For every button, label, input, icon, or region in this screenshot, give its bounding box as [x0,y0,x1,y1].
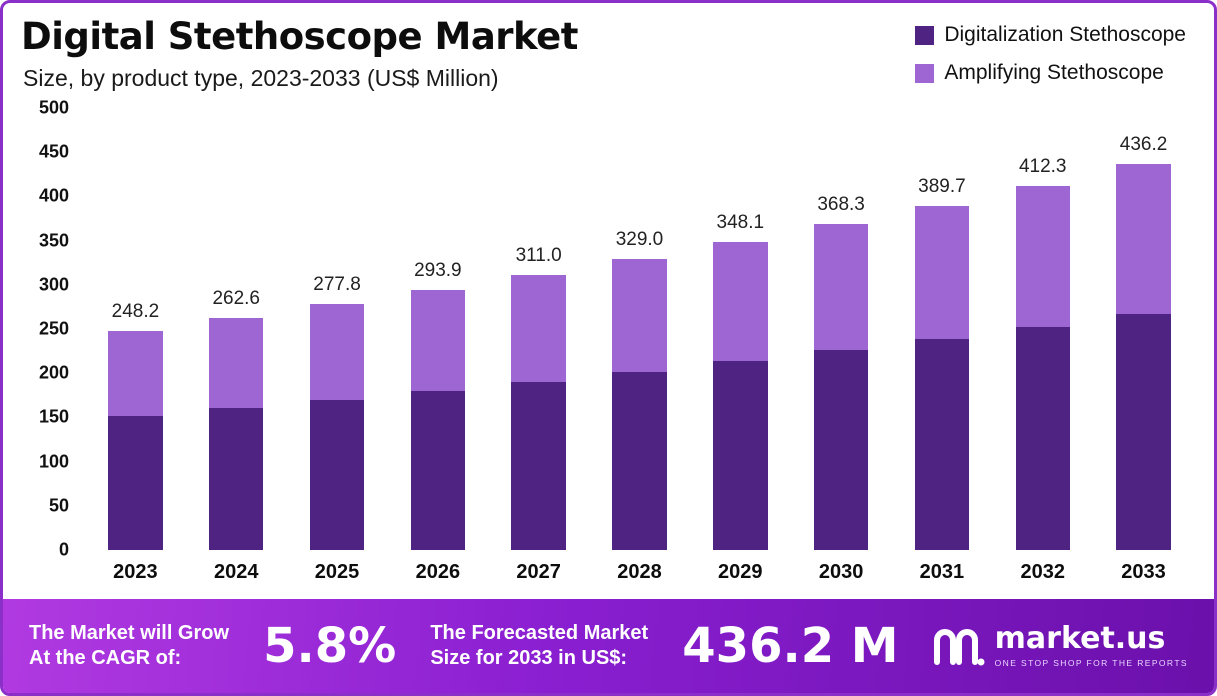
bar-total-label: 248.2 [111,300,160,322]
forecast-caption-line1: The Forecasted Market [430,622,649,644]
bar-segment-amplifying [410,290,466,391]
forecast-caption-line2: Size for 2033 in US$: [430,647,628,669]
bar-segment-digitalization [410,390,466,550]
bar-total-label: 277.8 [313,274,361,296]
x-axis-label: 2027 [516,561,561,583]
bar-segment-amplifying [914,205,970,339]
bar-total-label: 262.6 [212,287,260,309]
bar-total-label: 368.3 [817,194,865,216]
y-axis-tick: 100 [38,451,69,472]
x-axis-label: 2029 [718,561,763,583]
bar-total-label: 412.3 [1018,155,1067,177]
bar-column: 329.0 [589,108,690,550]
marketus-logo-name: market.us [994,621,1166,656]
y-axis-tick: 350 [38,230,69,251]
bar-column: 389.7 [892,108,993,550]
legend-item-amplifying: Amplifying Stethoscope [915,61,1186,85]
forecast-caption: The Forecasted Market Size for 2033 in U… [430,621,648,671]
bar-column: 262.6 [186,108,287,550]
x-axis-label: 2030 [818,561,864,583]
bar-segment-amplifying [209,317,264,408]
bar-column: 368.3 [791,108,892,550]
bar-segment-digitalization [108,415,163,550]
bar-total-label: 329.0 [615,229,664,251]
bar-segment-amplifying [108,330,163,416]
y-axis-tick: 250 [38,318,69,339]
bar-segment-digitalization [1116,313,1171,550]
bar-segment-digitalization [209,407,264,550]
bar-segment-digitalization [1015,326,1070,550]
y-axis-tick: 450 [38,141,69,162]
y-axis-tick: 50 [48,495,69,516]
bar-segment-amplifying [713,242,768,362]
y-axis-tick: 200 [38,362,69,383]
bar-column: 436.2 [1093,108,1194,550]
bar-segment-amplifying [1015,185,1070,327]
bar-column: 412.3 [992,108,1093,550]
x-axis-label: 2032 [1020,561,1065,583]
x-axis-label: 2024 [213,561,259,583]
bar-column: 277.8 [287,108,388,550]
bar-segment-amplifying [813,224,869,351]
y-axis-tick: 500 [38,97,69,118]
bar-total-label: 436.2 [1119,134,1168,156]
bar-column: 248.2 [85,108,186,550]
cagr-caption: The Market will Grow At the CAGR of: [29,621,229,671]
cagr-caption-line1: The Market will Grow [29,622,230,644]
legend-item-digitalization: Digitalization Stethoscope [915,23,1186,47]
bar-segment-digitalization [813,350,869,550]
marketus-logo: market.us ONE STOP SHOP FOR THE REPORTS [933,624,1188,668]
y-axis-tick: 300 [38,274,69,295]
y-axis-tick: 150 [38,406,69,427]
marketus-logo-text: market.us ONE STOP SHOP FOR THE REPORTS [994,621,1188,669]
bar-segment-amplifying [511,275,566,382]
plot-area: 248.2 262.6 277.8 293.9 311.0 329.0 348.1 368.3… [85,108,1194,550]
legend-swatch-amplifying-icon [915,63,935,83]
bar-total-label: 311.0 [515,245,562,267]
x-axis-label: 2023 [113,561,158,583]
stacked-bar-chart: 0 50 100 150 200 250 300 350 400 450 500 248.2 262.… [23,98,1194,560]
bar-segment-digitalization [713,361,768,550]
bar-column: 311.0 [488,108,589,550]
bar-total-label: 348.1 [716,212,765,234]
x-axis-label: 2025 [314,561,360,583]
x-axis-label: 2026 [415,561,461,583]
chart-legend: Digitalization Stethoscope Amplifying St… [915,23,1186,85]
page-title: Digital Stethoscope Market [21,15,578,58]
bar-column: 293.9 [387,108,488,550]
bar-segment-amplifying [1116,164,1171,314]
y-axis: 0 50 100 150 200 250 300 350 400 450 500 [23,98,73,560]
bar-total-label: 293.9 [414,260,462,282]
cagr-caption-line2: At the CAGR of: [29,647,182,669]
x-axis-label: 2033 [1121,561,1166,583]
bar-segment-digitalization [914,338,970,550]
bar-segment-digitalization [309,399,365,550]
y-axis-tick: 0 [58,539,69,560]
marketus-logo-tagline: ONE STOP SHOP FOR THE REPORTS [994,658,1188,668]
y-axis-tick: 400 [38,185,69,206]
bar-segment-amplifying [612,259,667,372]
legend-label-amplifying: Amplifying Stethoscope [944,61,1164,84]
x-axis-label: 2031 [919,561,965,583]
bar-segment-digitalization [511,381,566,550]
bar-total-label: 389.7 [918,175,966,197]
page-subtitle: Size, by product type, 2023-2033 (US$ Mi… [23,65,499,91]
marketus-logo-icon [933,629,985,666]
x-axis-label: 2028 [617,561,662,583]
forecast-value: 436.2 M [682,618,899,674]
bar-column: 348.1 [690,108,791,550]
bar-segment-digitalization [612,371,667,550]
footer-banner: The Market will Grow At the CAGR of: 5.8… [3,599,1214,693]
x-axis: 2023 2024 2025 2026 2027 2028 2029 2030 2031 2032… [85,561,1194,584]
bar-segment-amplifying [309,304,365,400]
legend-swatch-digitalization-icon [915,25,935,45]
legend-label-digitalization: Digitalization Stethoscope [944,23,1186,46]
cagr-value: 5.8% [263,618,397,674]
